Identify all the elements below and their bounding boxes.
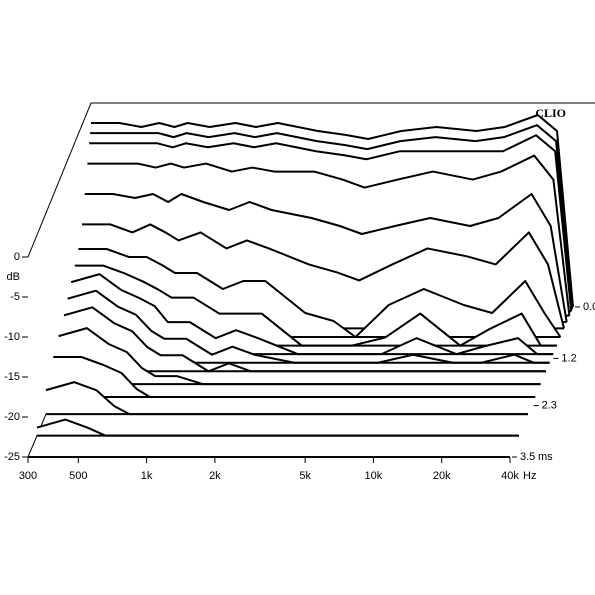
decay-slice <box>84 193 568 323</box>
x-axis-label: Hz <box>523 470 536 482</box>
frame <box>27 102 595 258</box>
decay-slice <box>74 264 557 347</box>
z-tick-label: 1.2 <box>561 352 576 364</box>
brand: CLIO <box>535 106 566 120</box>
z-tick-label: 0.0 <box>583 301 595 313</box>
decay-slice <box>70 273 554 356</box>
x-tick-label: 10k <box>365 470 383 482</box>
decay-slice <box>87 154 571 316</box>
z-tick-label: 2.3 <box>542 399 557 411</box>
x-tick-label: 20k <box>433 470 451 482</box>
x-tick-label: 500 <box>69 470 87 482</box>
y-tick-label: -10 <box>4 331 20 343</box>
y-tick-label: -20 <box>4 411 20 423</box>
y-tick-label: -25 <box>4 451 20 463</box>
decay-slice <box>82 223 565 329</box>
slice-fill <box>37 419 519 436</box>
slice-fill <box>71 274 554 355</box>
y-tick-label: -5 <box>10 291 20 303</box>
slice-fill <box>67 290 550 363</box>
decay-slice <box>91 114 574 308</box>
y-axis-label: dB <box>7 271 20 283</box>
slice-fill <box>53 357 536 397</box>
x-tick-label: 40k <box>501 470 519 482</box>
z-tick-label: 3.5 <box>520 451 535 463</box>
slice-fill <box>46 382 528 415</box>
x-tick-label: 2k <box>209 470 221 482</box>
x-tick-label: 300 <box>19 470 37 482</box>
y-tick-label: -15 <box>4 371 20 383</box>
decay-slice <box>90 124 574 310</box>
x-tick-label: 5k <box>299 470 311 482</box>
z-axis-label: ms <box>538 451 553 463</box>
decay-slice <box>89 134 573 312</box>
y-tick-label: 0 <box>14 251 20 263</box>
x-tick-label: 1k <box>141 470 153 482</box>
decay-slice <box>36 418 519 437</box>
decay-slice <box>78 248 562 338</box>
